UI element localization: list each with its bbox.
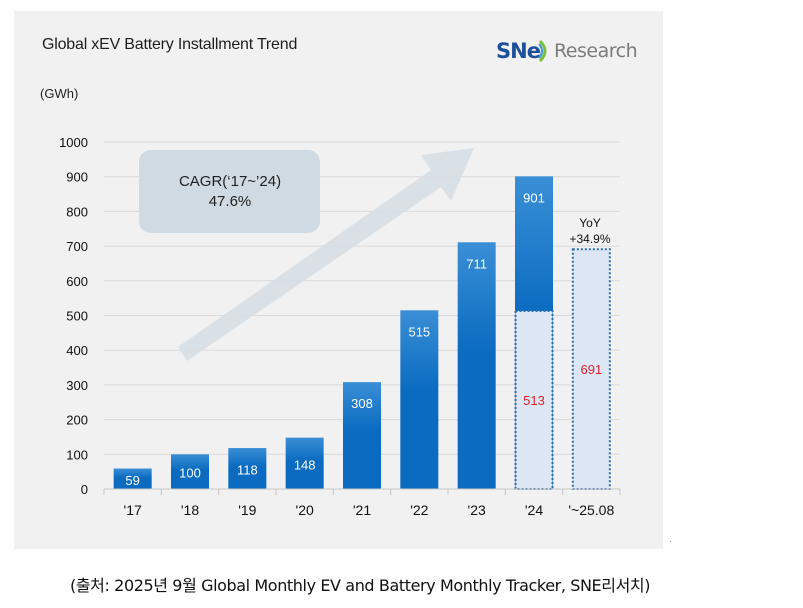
x-tick-label: '17 <box>124 502 142 518</box>
x-tick-label: '19 <box>238 502 256 518</box>
bar-value-label: 118 <box>237 463 258 478</box>
cagr-label: CAGR(‘17~’24) <box>179 173 281 190</box>
chart-title: Global xEV Battery Installment Trend <box>42 36 298 53</box>
chart-panel <box>14 11 663 549</box>
y-tick-label: 0 <box>81 482 88 497</box>
y-axis-ticks: 0 100 200 300 400 500 600 700 800 900 1000 <box>59 135 88 497</box>
x-axis: '17 '18 '19 '20 '21 '22 '23 '24 '~25.08 <box>103 488 621 518</box>
growth-arrow-icon <box>178 148 474 361</box>
bar-annual <box>228 448 267 489</box>
x-tick-label: '21 <box>353 502 371 518</box>
bar-value-label: 100 <box>179 466 201 481</box>
bar-ytd <box>571 248 611 490</box>
cagr-callout-box <box>139 150 320 233</box>
y-tick-label: 100 <box>66 447 88 462</box>
y-tick-label: 300 <box>66 378 88 393</box>
cagr-value: 47.6% <box>209 193 252 210</box>
logo-suffix: Research <box>553 40 638 62</box>
yoy-value: +34.9% <box>569 232 610 246</box>
decorations: CAGR(‘17~’24) 47.6% <box>139 148 474 361</box>
bar-value-label: 515 <box>408 324 430 339</box>
y-tick-label: 400 <box>66 343 88 358</box>
logo-signal-icon <box>538 39 552 63</box>
bar-value-label: 901 <box>523 190 545 205</box>
bar-value-label: 711 <box>466 256 487 271</box>
x-tick-label: '22 <box>410 502 428 518</box>
y-tick-label: 600 <box>66 274 88 289</box>
x-tick-label: '~25.08 <box>568 502 614 518</box>
bar-annual <box>400 310 439 489</box>
stray-mark <box>670 541 671 542</box>
y-axis-unit: (GWh) <box>40 86 79 101</box>
bar-annual <box>343 382 381 489</box>
y-tick-label: 500 <box>66 309 88 324</box>
y-tick-label: 1000 <box>59 135 88 150</box>
y-tick-label: 900 <box>66 170 88 185</box>
bar-ytd-value-label: 691 <box>580 362 602 377</box>
x-tick-label: '23 <box>468 502 486 518</box>
y-tick-label: 700 <box>66 239 88 254</box>
bar-ytd <box>514 309 554 491</box>
yoy-label: YoY <box>579 216 601 230</box>
bar-annual <box>285 437 324 489</box>
y-tick-label: 200 <box>66 413 88 428</box>
bar-value-label: 148 <box>294 457 316 472</box>
source-note: (출처: 2025년 9월 Global Monthly EV and Batt… <box>70 576 651 595</box>
bar-annual <box>113 468 152 489</box>
bar-ytd-value-label: 513 <box>523 393 545 408</box>
bars: 59 100 118 148 308 515 711 901 513 691 <box>113 176 611 491</box>
bar-value-label: 59 <box>125 473 139 488</box>
x-tick-label: '18 <box>181 502 199 518</box>
bar-annual <box>457 242 496 489</box>
x-tick-label: '24 <box>525 502 543 518</box>
sne-research-logo: SNe Research <box>496 36 638 66</box>
bar-annual <box>171 454 209 489</box>
y-tick-label: 800 <box>66 204 88 219</box>
logo-brand: SNe <box>496 39 541 63</box>
x-tick-label: '20 <box>296 502 314 518</box>
bar-value-label: 308 <box>351 396 373 411</box>
